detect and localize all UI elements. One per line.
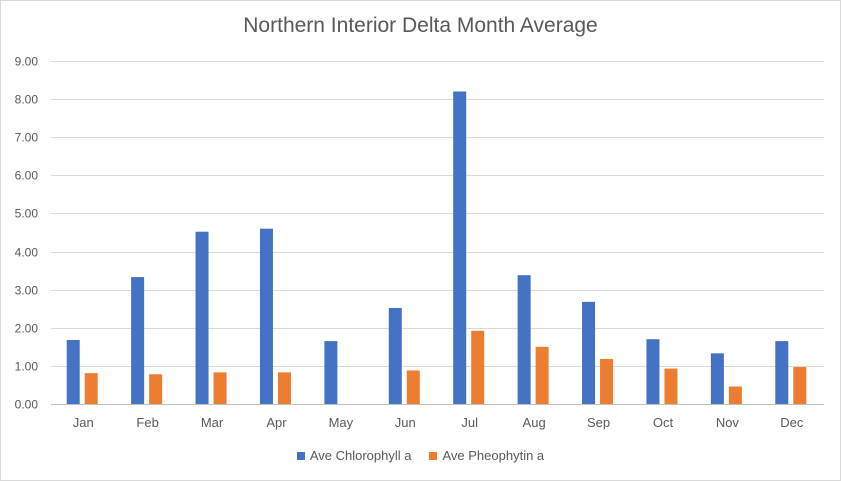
y-axis-ticks: 0.00 1.00 2.00 3.00 4.00 5.00 6.00 7.00 8.00 9.00 bbox=[15, 55, 39, 412]
legend-label: Ave Pheophytin a bbox=[442, 448, 545, 463]
x-axis-ticks: Jan Feb Mar Apr May Jun Jul Aug Sep Oct Nov Dec bbox=[73, 415, 804, 430]
legend-swatch bbox=[296, 451, 305, 460]
y-tick-label: 9.00 bbox=[15, 55, 39, 69]
bar-pheophytin bbox=[84, 373, 98, 404]
x-tick-label: May bbox=[329, 415, 354, 430]
bar-pheophytin bbox=[471, 330, 485, 404]
bar-chlorophyll bbox=[195, 231, 209, 404]
x-tick-label: Dec bbox=[780, 415, 804, 430]
x-tick-label: Nov bbox=[716, 415, 740, 430]
bar-chlorophyll bbox=[259, 228, 273, 404]
bar-chlorophyll bbox=[517, 275, 531, 404]
bar-chlorophyll bbox=[131, 277, 145, 404]
bar-chlorophyll bbox=[582, 301, 596, 404]
y-tick-label: 3.00 bbox=[15, 284, 39, 298]
legend: Ave Chlorophyll a Ave Pheophytin a bbox=[0, 448, 841, 463]
x-tick-label: Mar bbox=[201, 415, 224, 430]
bar-pheophytin bbox=[793, 367, 807, 404]
y-tick-label: 6.00 bbox=[15, 169, 39, 183]
legend-label: Ave Chlorophyll a bbox=[309, 448, 412, 463]
x-tick-label: Sep bbox=[587, 415, 610, 430]
bar-pheophytin bbox=[213, 372, 227, 404]
bar-chlorophyll bbox=[388, 307, 402, 404]
legend-swatch bbox=[429, 451, 438, 460]
bar-chlorophyll bbox=[453, 91, 467, 404]
bar-chlorophyll bbox=[324, 341, 338, 404]
legend-item: Ave Pheophytin a bbox=[429, 448, 544, 463]
bar-chlorophyll bbox=[775, 341, 789, 404]
bar-chlorophyll bbox=[710, 353, 724, 404]
bar-pheophytin bbox=[664, 368, 678, 404]
y-tick-label: 8.00 bbox=[15, 93, 39, 107]
bar-pheophytin bbox=[406, 370, 420, 404]
x-tick-label: Jun bbox=[395, 415, 416, 430]
chart-title: Northern Interior Delta Month Average bbox=[243, 14, 598, 37]
y-tick-label: 4.00 bbox=[15, 246, 39, 260]
y-tick-label: 2.00 bbox=[15, 322, 39, 336]
bar-pheophytin bbox=[149, 374, 163, 404]
bar-chlorophyll bbox=[66, 339, 80, 404]
y-tick-label: 1.00 bbox=[15, 360, 39, 374]
bar-pheophytin bbox=[277, 372, 291, 404]
x-tick-label: Oct bbox=[653, 415, 674, 430]
bar-chlorophyll bbox=[646, 339, 660, 404]
bar-pheophytin bbox=[535, 346, 549, 404]
x-tick-label: Jan bbox=[73, 415, 94, 430]
bars bbox=[66, 91, 807, 404]
legend-item: Ave Chlorophyll a bbox=[296, 448, 412, 463]
x-tick-label: Apr bbox=[266, 415, 287, 430]
x-tick-label: Aug bbox=[523, 415, 546, 430]
y-tick-label: 5.00 bbox=[15, 207, 39, 221]
bar-pheophytin bbox=[600, 359, 614, 404]
x-tick-label: Jul bbox=[461, 415, 478, 430]
gridlines bbox=[51, 61, 824, 405]
x-tick-label: Feb bbox=[136, 415, 158, 430]
y-tick-label: 7.00 bbox=[15, 131, 39, 145]
y-tick-label: 0.00 bbox=[15, 398, 39, 412]
bar-pheophytin bbox=[728, 386, 742, 404]
